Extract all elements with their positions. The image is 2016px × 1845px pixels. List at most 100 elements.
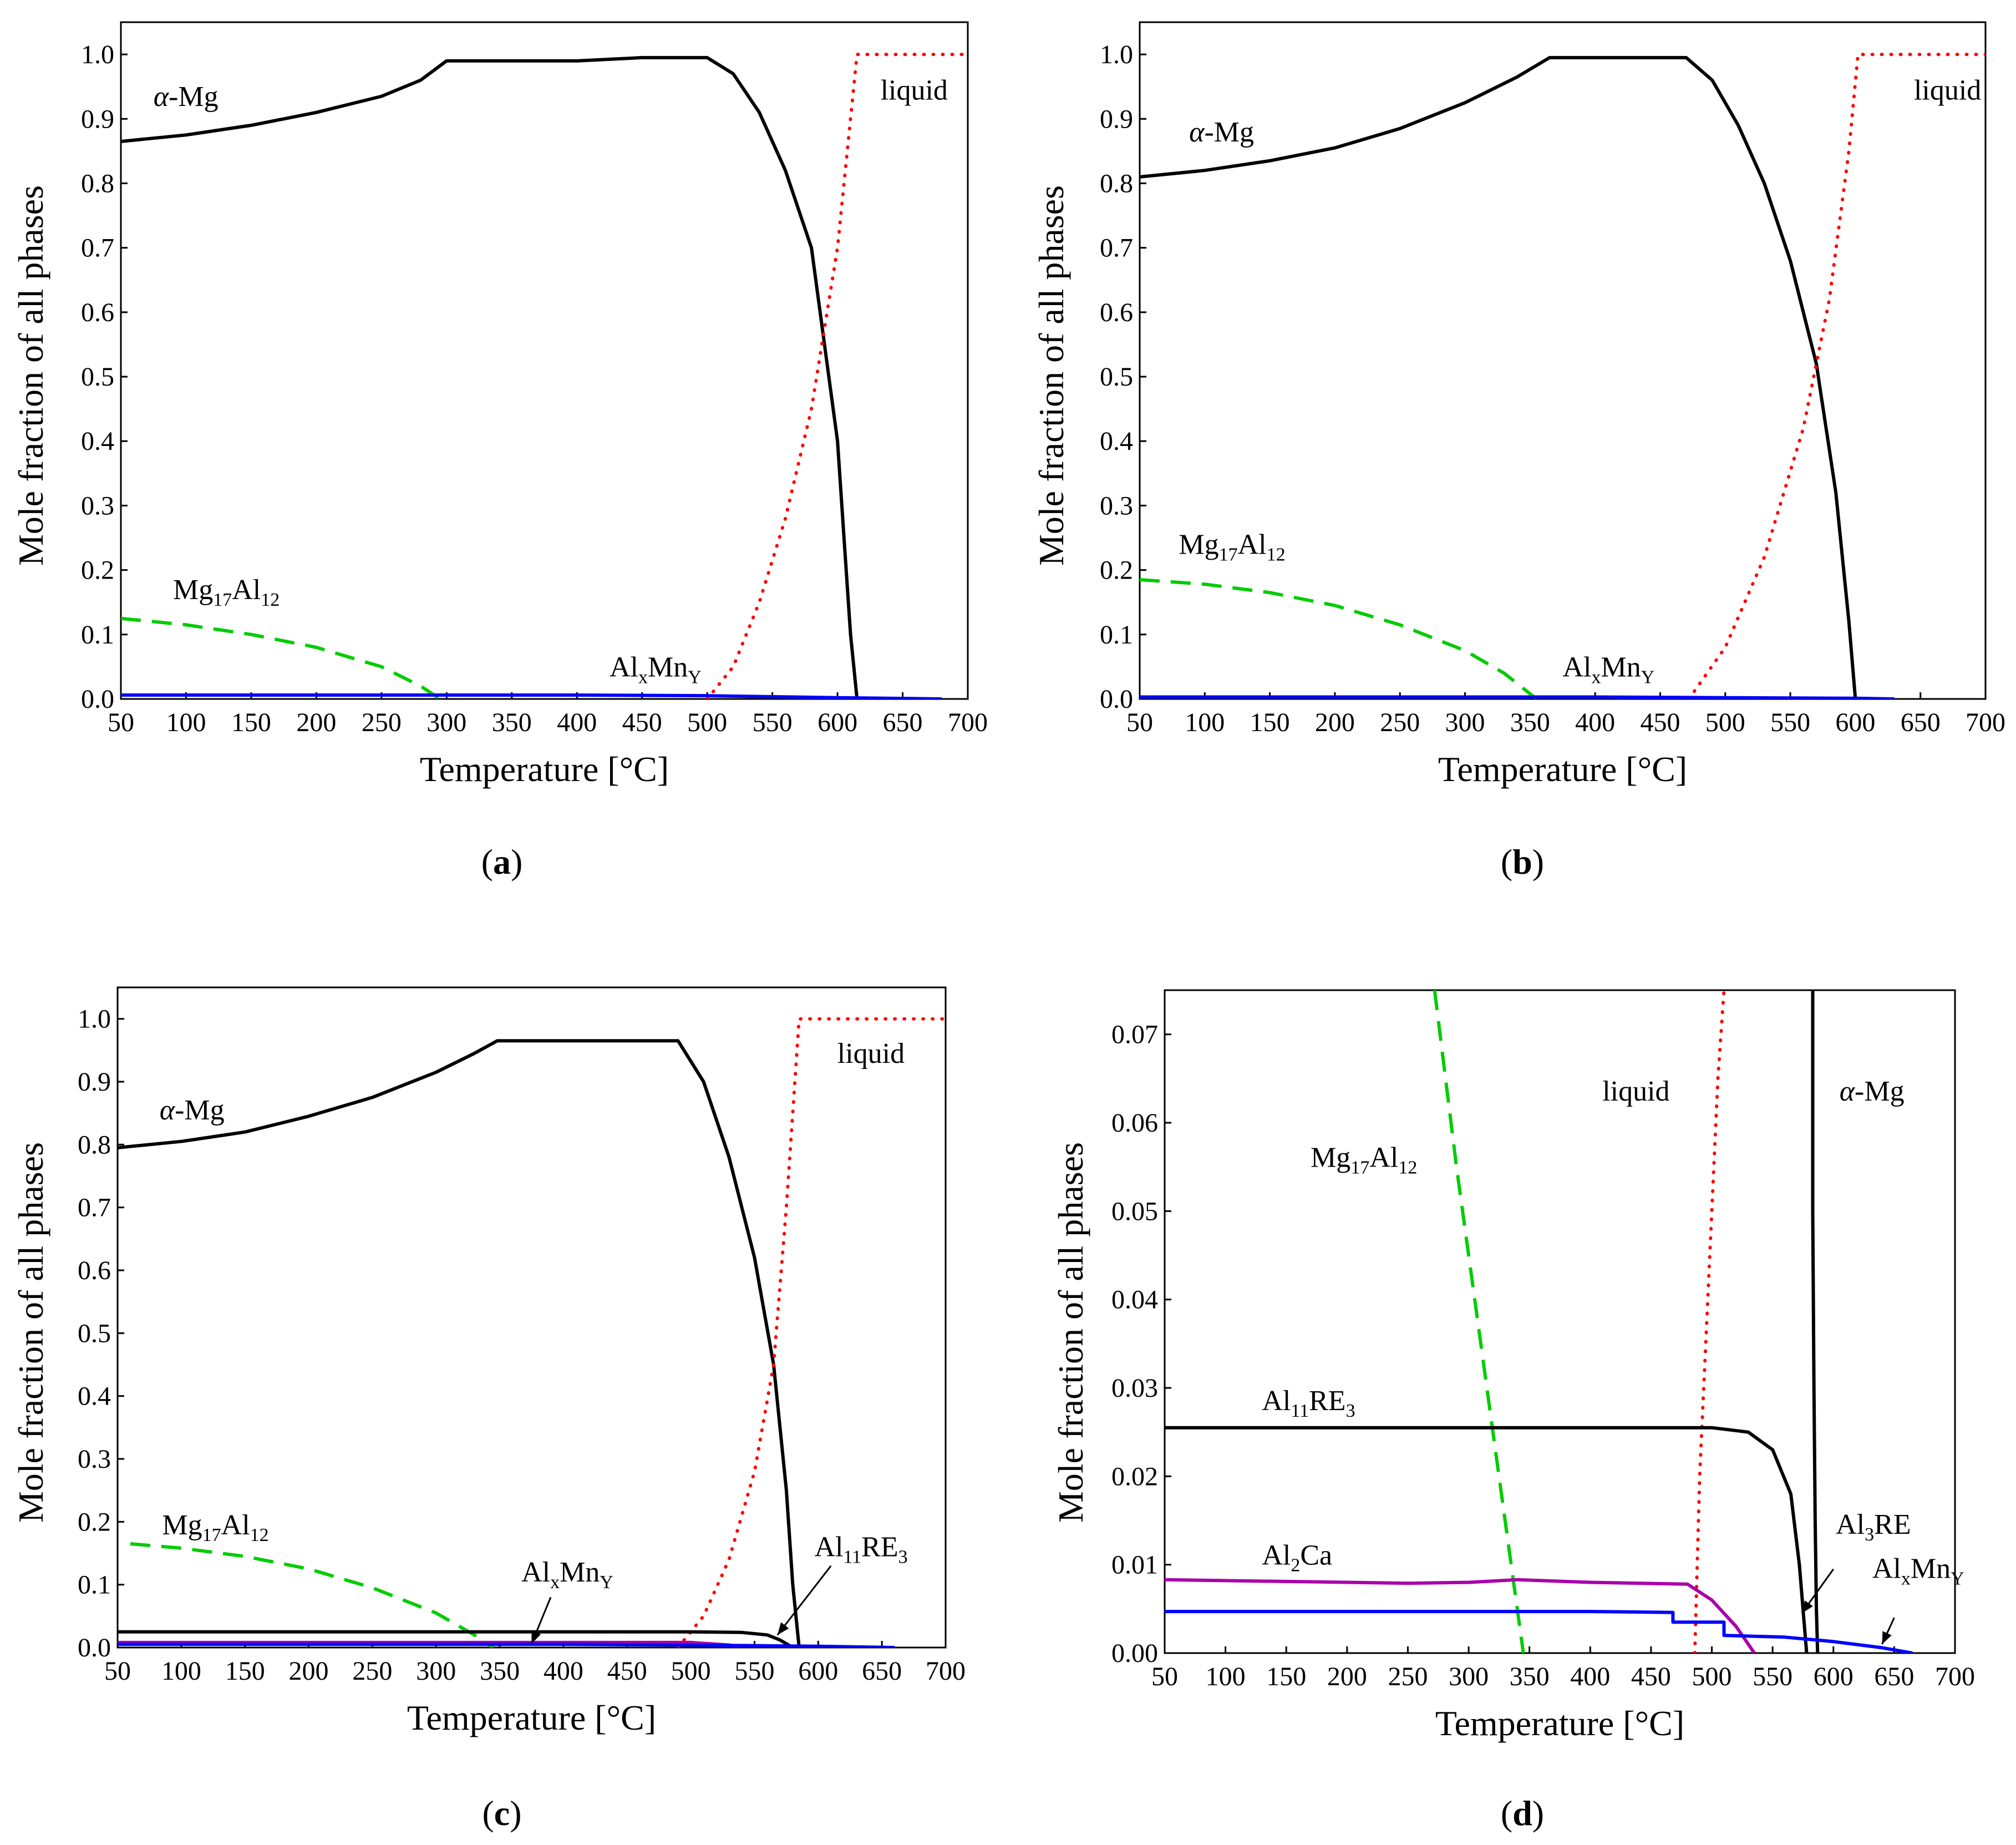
phase-label-part: RE xyxy=(861,1532,898,1563)
series-group xyxy=(1165,990,1913,1653)
y-tick-label: 0.8 xyxy=(78,1130,111,1159)
y-tick-label: 0.05 xyxy=(1111,1197,1158,1226)
y-tick-label: 0.7 xyxy=(78,1193,111,1223)
series-line-mg xyxy=(1811,990,1820,1653)
x-tick-label: 200 xyxy=(296,708,336,737)
y-tick-label: 0.5 xyxy=(1100,362,1133,392)
phase-label-part: Mn xyxy=(1911,1553,1951,1585)
series-line-liquid xyxy=(1687,53,1985,699)
phase-label: liquid xyxy=(1602,1076,1669,1107)
phase-label: Al11RE3 xyxy=(1262,1385,1355,1421)
phase-label-part: 3 xyxy=(898,1547,908,1568)
x-tick-label: 300 xyxy=(1449,1662,1489,1691)
x-tick-label: 650 xyxy=(1874,1662,1914,1691)
phase-label: AlxMnY xyxy=(1872,1553,1964,1589)
y-axis-label: Mole fraction of all phases xyxy=(1032,185,1071,566)
phase-label-part: α xyxy=(1840,1076,1856,1107)
phase-label: liquid xyxy=(1914,74,1981,106)
series-line-liquid xyxy=(1693,990,1726,1653)
annotation-arrowhead xyxy=(1882,1631,1892,1645)
phase-label-part: Al xyxy=(1872,1553,1901,1585)
x-tick-label: 550 xyxy=(734,1656,774,1686)
phase-label-part: 2 xyxy=(1291,1555,1300,1576)
phase-label-part: Mg xyxy=(162,1509,202,1541)
x-tick-label: 550 xyxy=(753,708,793,737)
x-tick-label: 400 xyxy=(1570,1662,1610,1691)
phase-label: α-Mg xyxy=(160,1094,225,1126)
series-line-mg xyxy=(1140,55,1857,699)
caption-paren: ( xyxy=(1501,1793,1512,1833)
x-axis-label: Temperature [°C] xyxy=(1435,1704,1684,1743)
phase-label-part: liquid xyxy=(1602,1076,1669,1107)
phase-label-part: Y xyxy=(600,1572,613,1593)
phase-label: AlxMnY xyxy=(610,651,702,687)
phase-label-part: α xyxy=(160,1094,176,1126)
series-line-alxmny xyxy=(118,1643,895,1648)
y-tick-label: 0.0 xyxy=(81,685,114,714)
phase-label-part: Al xyxy=(1262,1540,1291,1572)
panel-caption: (d) xyxy=(1501,1793,1544,1833)
x-axis-label: Temperature [°C] xyxy=(407,1698,656,1737)
x-axis-label: Temperature [°C] xyxy=(1438,749,1687,789)
phase-label: AlxMnY xyxy=(1563,651,1655,687)
phase-label-part: Mg xyxy=(1311,1142,1350,1174)
caption-paren: ) xyxy=(511,842,522,881)
plot-frame xyxy=(120,21,969,700)
y-tick-label: 0.02 xyxy=(1111,1462,1158,1491)
series-line-al2ca xyxy=(1165,1578,1756,1653)
x-tick-label: 500 xyxy=(1692,1662,1732,1691)
panel-caption: (b) xyxy=(1501,842,1544,881)
series-group xyxy=(118,1017,946,1648)
phase-label-part: Al xyxy=(232,574,261,606)
series-line-alxmny xyxy=(1165,1610,1913,1653)
caption-letter: a xyxy=(493,842,511,881)
panel-c: 50 100 150 200 250 300 350 400 450 500 550 600 650 70… xyxy=(11,986,966,1833)
annotation-arrowhead xyxy=(777,1622,789,1635)
caption-paren: ( xyxy=(1501,842,1512,881)
phase-label-part: x xyxy=(638,667,648,687)
y-tick-label: 0.7 xyxy=(1100,234,1133,263)
phase-label-part: Y xyxy=(1641,667,1655,687)
phase-label-part: -Mg xyxy=(175,1094,225,1126)
phase-label: liquid xyxy=(881,74,948,106)
phase-label-part: 12 xyxy=(1267,545,1286,565)
phase-label: α-Mg xyxy=(154,81,219,113)
phase-label-part: Mg xyxy=(173,574,213,606)
series-line-mg17al12 xyxy=(1433,990,1525,1653)
y-tick-label: 0.00 xyxy=(1111,1639,1158,1668)
phase-label: AlxMnY xyxy=(521,1557,613,1593)
x-tick-label: 150 xyxy=(225,1656,265,1686)
phase-label-part: Mn xyxy=(648,651,688,683)
y-tick-label: 0.3 xyxy=(78,1444,111,1474)
x-tick-label: 50 xyxy=(1151,1662,1178,1691)
x-tick-label: 200 xyxy=(1327,1662,1367,1691)
x-tick-label: 100 xyxy=(1206,1662,1246,1691)
panel-caption: (a) xyxy=(481,842,523,881)
y-axis-label: Mole fraction of all phases xyxy=(1051,1142,1090,1523)
x-tick-label: 250 xyxy=(352,1656,392,1686)
x-tick-label: 150 xyxy=(1266,1662,1306,1691)
phase-label-part: 11 xyxy=(843,1547,861,1568)
x-tick-label: 150 xyxy=(231,708,271,737)
y-tick-label: 0.3 xyxy=(81,491,114,520)
phase-label: α-Mg xyxy=(1189,116,1254,148)
x-tick-label: 50 xyxy=(104,1656,131,1686)
phase-label: Al2Ca xyxy=(1262,1540,1332,1576)
x-tick-label: 350 xyxy=(480,1656,520,1686)
y-tick-label: 0.5 xyxy=(78,1319,111,1348)
x-tick-label: 450 xyxy=(607,1656,647,1686)
y-tick-label: 0.6 xyxy=(81,298,114,327)
x-tick-label: 300 xyxy=(1445,708,1485,737)
phase-label-part: x xyxy=(1592,667,1601,687)
phase-label: Al11RE3 xyxy=(814,1532,907,1568)
phase-label-part: 12 xyxy=(1398,1158,1417,1178)
series-line-alxmny xyxy=(1140,695,1895,699)
x-tick-label: 400 xyxy=(544,1656,583,1686)
series-group xyxy=(1140,53,1985,699)
caption-paren: ( xyxy=(481,842,493,881)
phase-label-part: Al xyxy=(521,1557,550,1588)
phase-label: α-Mg xyxy=(1840,1076,1905,1107)
y-tick-label: 1.0 xyxy=(78,1005,111,1034)
x-tick-label: 50 xyxy=(108,708,134,737)
y-tick-label: 0.9 xyxy=(81,104,114,134)
